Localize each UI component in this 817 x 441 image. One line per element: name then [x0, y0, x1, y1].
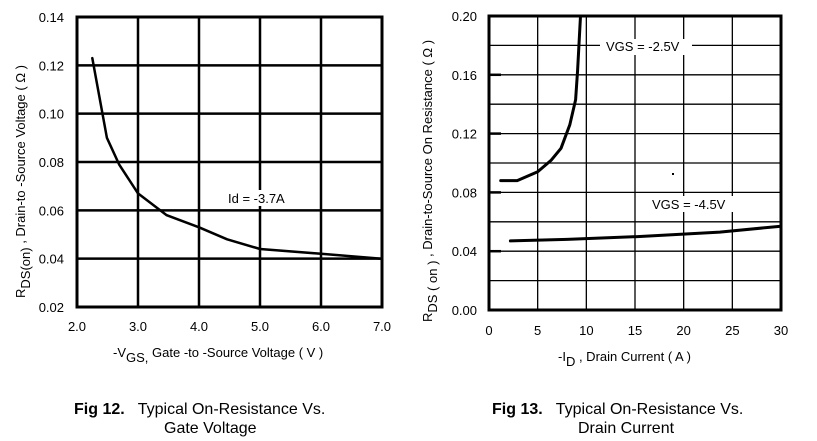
fig13-x-axis-label: -ID , Drain Current ( A ) — [558, 349, 691, 369]
x-tick-label: 7.0 — [373, 319, 391, 334]
fig12-caption: Fig 12. Typical On-Resistance Vs. Gate V… — [74, 400, 374, 438]
fig12-y-axis-label: RDS(on) , Drain-to -Source Voltage ( Ω ) — [13, 65, 33, 298]
series-line-0 — [91, 56, 384, 260]
fig12-x-ticks: 2.0 3.0 4.0 5.0 6.0 7.0 — [68, 319, 391, 334]
y-tick-label: 0.04 — [452, 244, 477, 259]
fig13-y-axis-label: RDS ( on ) , Drain-to-Source On Resistan… — [420, 40, 440, 322]
y-tick-label: 0.12 — [39, 58, 64, 73]
fig12-title-line1: Typical On-Resistance Vs. — [137, 401, 326, 418]
x-tick-label: 6.0 — [312, 319, 330, 334]
fig13-annotation-bg-1 — [600, 39, 692, 55]
x-tick-label: 4.0 — [190, 319, 208, 334]
x-tick-label: 0 — [485, 323, 492, 338]
x-tick-label: 30 — [774, 323, 788, 338]
fig13-y-ticks: 0.00 0.04 0.08 0.12 0.16 0.20 — [452, 9, 477, 318]
fig13-caption: Fig 13. Typical On-Resistance Vs. Drain … — [492, 400, 792, 438]
fig12-y-ticks: 0.02 0.04 0.06 0.08 0.10 0.12 0.14 — [39, 10, 64, 315]
y-tick-label: 0.20 — [452, 9, 477, 24]
y-tick-label: 0.12 — [452, 127, 477, 142]
series-line-0 — [499, 14, 582, 183]
fig12-gridlines — [77, 17, 382, 307]
fig13-stray-dot — [672, 173, 674, 175]
fig13-label: Fig 13. — [492, 401, 543, 418]
series-line-1 — [508, 224, 783, 243]
fig13-gridlines — [489, 16, 781, 310]
x-tick-label: 10 — [579, 323, 593, 338]
fig13-series — [499, 14, 783, 243]
fig12-label: Fig 12. — [74, 401, 125, 418]
fig13-plot-frame — [487, 14, 783, 312]
fig13-annotation-vgs-2-5: VGS = -2.5V — [606, 39, 680, 54]
fig13-annotation-vgs-4-5: VGS = -4.5V — [652, 197, 726, 212]
x-tick-label: 5.0 — [251, 319, 269, 334]
fig12-x-axis-label: -VGS, Gate -to -Source Voltage ( V ) — [113, 345, 323, 365]
y-tick-label: 0.00 — [452, 303, 477, 318]
x-tick-label: 5 — [534, 323, 541, 338]
fig12-chart: 0.02 0.04 0.06 0.08 0.10 0.12 0.14 2.0 3.0 4.0 5.… — [13, 10, 391, 365]
y-tick-label: 0.14 — [39, 10, 64, 25]
y-tick-label: 0.08 — [39, 155, 64, 170]
x-tick-label: 2.0 — [68, 319, 86, 334]
fig12-title-line2: Gate Voltage — [164, 420, 257, 437]
fig12-annotation: Id = -3.7A — [228, 191, 285, 206]
x-tick-label: 3.0 — [129, 319, 147, 334]
fig13-x-ticks: 0 5 10 15 20 25 30 — [485, 323, 788, 338]
y-tick-label: 0.16 — [452, 68, 477, 83]
fig12-plot-frame — [75, 15, 384, 309]
fig12-annotation-bg — [222, 190, 296, 206]
fig12-series — [91, 56, 384, 260]
x-tick-label: 15 — [628, 323, 642, 338]
y-tick-label: 0.10 — [39, 107, 64, 122]
fig13-title-line2: Drain Current — [578, 420, 675, 437]
fig13-chart: 0.00 0.04 0.08 0.12 0.16 0.20 0 5 10 15 20 25 30 VG… — [420, 9, 788, 369]
x-tick-label: 20 — [676, 323, 690, 338]
x-tick-label: 25 — [725, 323, 739, 338]
y-tick-label: 0.02 — [39, 300, 64, 315]
fig13-annotation-bg-2 — [650, 196, 740, 212]
y-tick-label: 0.06 — [39, 203, 64, 218]
fig13-title-line1: Typical On-Resistance Vs. — [555, 401, 744, 418]
y-tick-label: 0.04 — [39, 252, 64, 267]
y-tick-label: 0.08 — [452, 185, 477, 200]
